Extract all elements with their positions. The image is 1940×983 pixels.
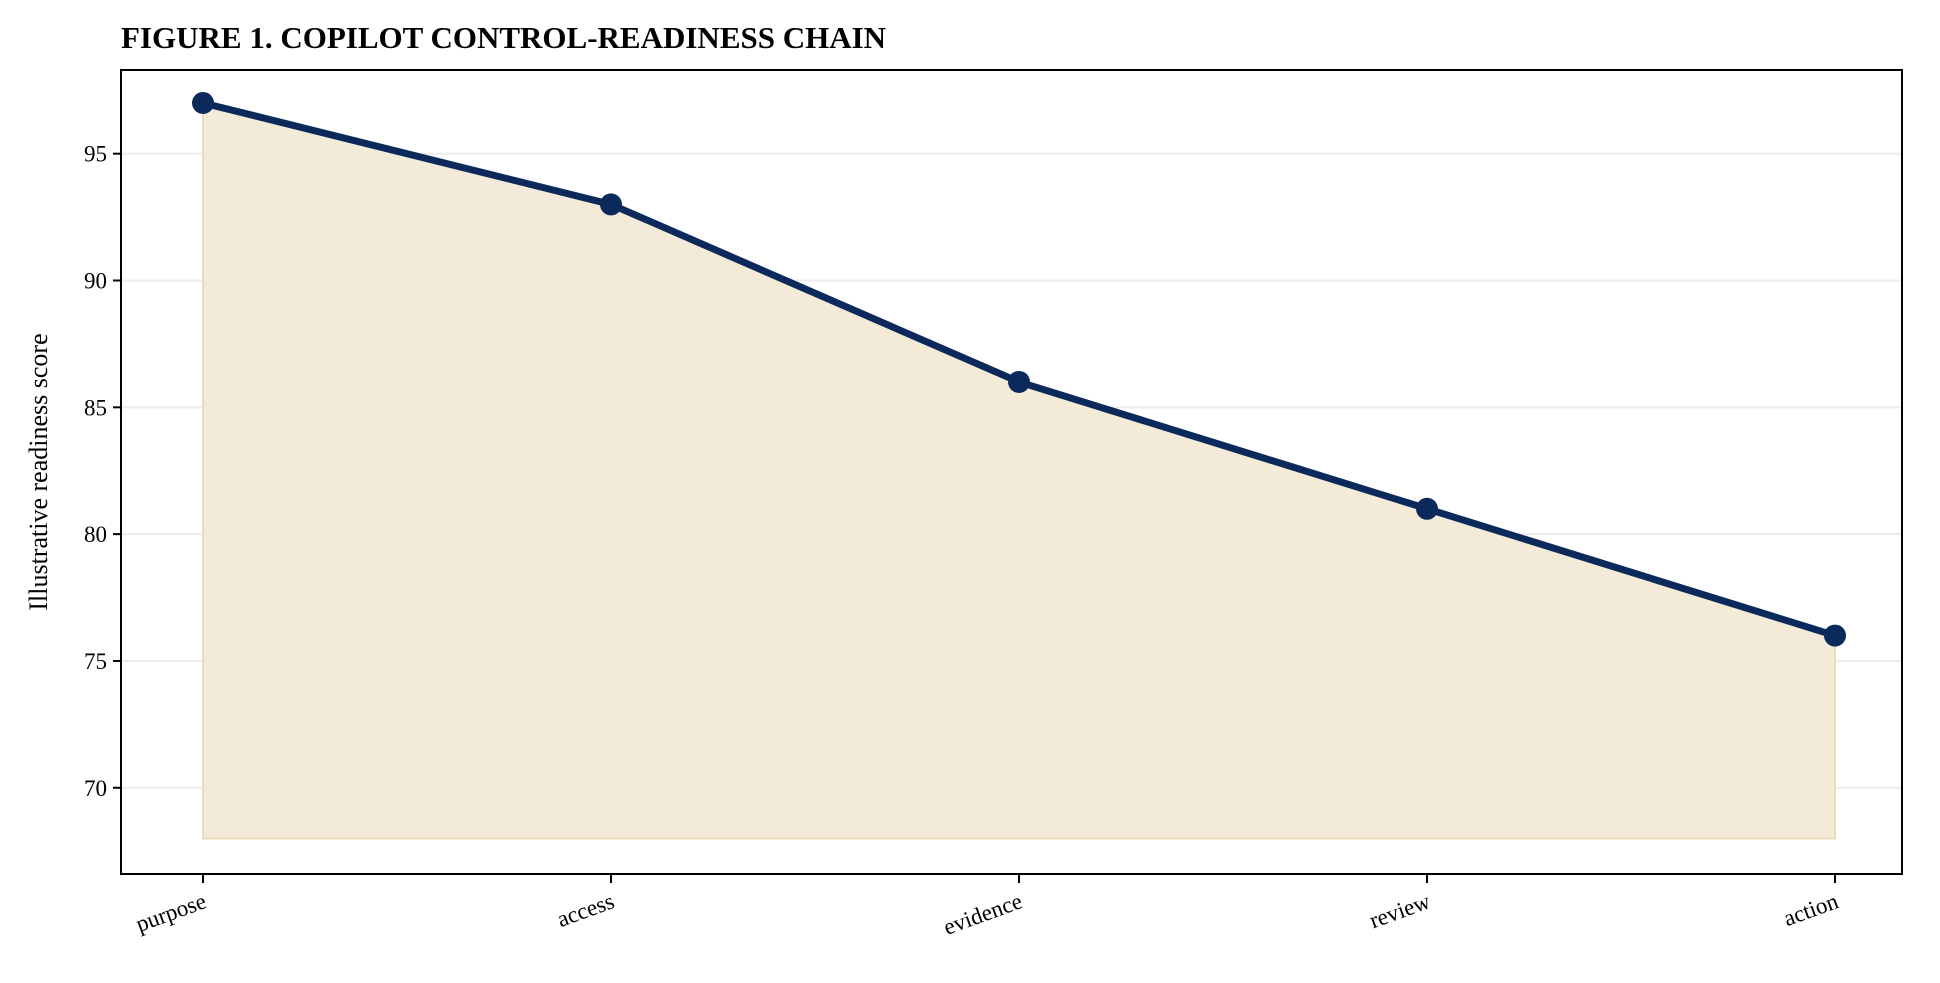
plot-frame <box>120 69 1903 875</box>
data-point-action <box>1824 624 1846 647</box>
x-tick-label-review: review <box>1366 888 1434 933</box>
x-tick-label-access: access <box>554 888 618 932</box>
data-point-access <box>600 193 622 216</box>
data-points-layer <box>192 91 1846 647</box>
data-point-review <box>1416 497 1438 520</box>
y-tick-label: 70 <box>84 776 107 801</box>
y-tick-label: 80 <box>84 522 107 547</box>
x-axis-ticks: purpose access evidence review action <box>133 874 1842 940</box>
data-point-evidence <box>1008 370 1030 393</box>
y-tick-label: 95 <box>84 142 107 167</box>
x-tick-label-purpose: purpose <box>133 888 210 936</box>
area-fill-layer <box>202 101 1836 840</box>
chart-title: FIGURE 1. COPILOT CONTROL-READINESS CHAI… <box>121 20 886 55</box>
y-tick-label: 75 <box>84 649 107 674</box>
y-tick-label: 90 <box>84 269 107 294</box>
x-tick-label-action: action <box>1780 888 1842 931</box>
y-axis-label: Illustrative readiness score <box>24 333 53 610</box>
y-tick-label: 85 <box>84 395 107 420</box>
data-point-purpose <box>192 91 214 114</box>
x-tick-label-evidence: evidence <box>940 888 1025 939</box>
y-axis-ticks: 70 75 80 85 90 95 <box>84 142 121 801</box>
area-fill <box>202 101 1836 840</box>
